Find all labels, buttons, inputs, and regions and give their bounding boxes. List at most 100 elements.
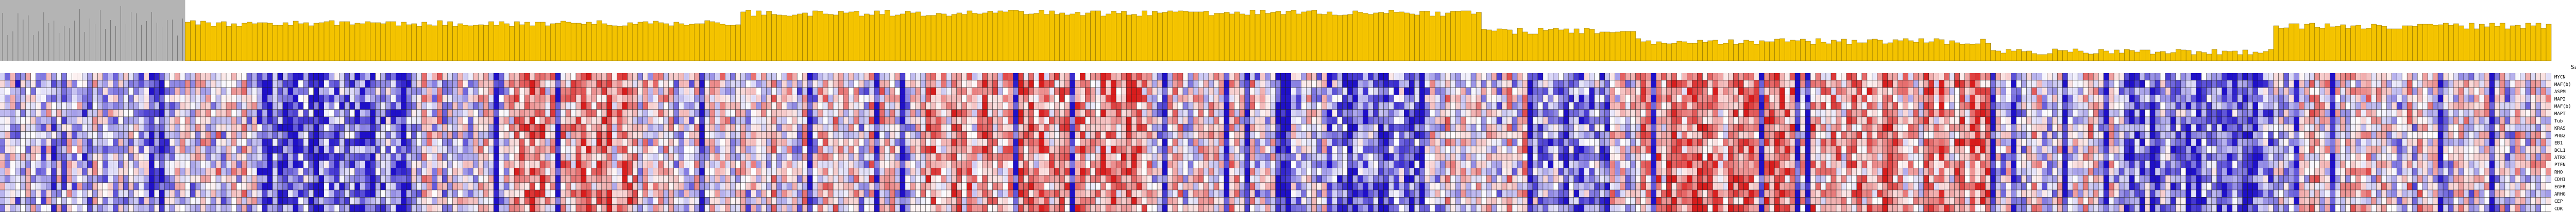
heatmap-cell (2073, 102, 2078, 110)
heatmap-cell (1049, 95, 1055, 102)
heatmap-cell (1054, 102, 1060, 110)
dendrogram-leaf (2299, 28, 2305, 61)
heatmap-cell (2273, 124, 2279, 132)
heatmap-cell (1604, 131, 1610, 139)
heatmap-cell (1528, 131, 1533, 139)
heatmap-cell (216, 110, 221, 117)
heatmap-cell (597, 124, 602, 132)
dendrogram-leaf (1975, 43, 1981, 61)
heatmap-cell (2026, 131, 2032, 139)
heatmap-cell (128, 73, 133, 80)
heatmap-cell (2376, 73, 2381, 80)
heatmap-cell (751, 87, 756, 95)
heatmap-cell (1116, 73, 1121, 80)
dendrogram-leaf (1342, 14, 1348, 61)
heatmap-cell (776, 110, 782, 117)
heatmap-cell (97, 87, 103, 95)
heatmap-cell (2263, 73, 2268, 80)
heatmap-cell (267, 87, 273, 95)
heatmap-cell (1070, 80, 1075, 87)
heatmap-cell (1502, 102, 1507, 110)
heatmap-cell (545, 95, 550, 102)
heatmap-cell (1440, 131, 1445, 139)
heatmap-cell (267, 80, 273, 87)
heatmap-cell (1769, 110, 1774, 117)
heatmap-cell (2283, 124, 2289, 132)
heatmap-cell (278, 110, 283, 117)
heatmap-cell (1085, 80, 1090, 87)
heatmap-cell (293, 117, 298, 124)
heatmap-cell (1713, 124, 1718, 132)
heatmap-cell (236, 95, 242, 102)
heatmap-cell (642, 124, 648, 132)
heatmap-cell (2258, 102, 2263, 110)
heatmap-cell (2283, 80, 2289, 87)
heatmap-cell (314, 102, 319, 110)
heatmap-cell (1816, 80, 1821, 87)
heatmap-cell (1877, 131, 1883, 139)
heatmap-cell (499, 73, 504, 80)
heatmap-cell (2088, 73, 2093, 80)
heatmap-cell (66, 110, 72, 117)
heatmap-cell (2536, 87, 2541, 95)
heatmap-cell (597, 95, 602, 102)
heatmap-cell (1183, 73, 1188, 80)
heatmap-cell (2386, 102, 2392, 110)
heatmap-cell (30, 87, 36, 95)
heatmap-cell (51, 110, 57, 117)
heatmap-cell (2021, 102, 2027, 110)
heatmap-cell (1137, 131, 1142, 139)
heatmap-cell (1584, 117, 1589, 124)
heatmap-cell (2325, 95, 2330, 102)
heatmap-cell (1316, 95, 1322, 102)
heatmap-cell (776, 95, 782, 102)
heatmap-cell (1595, 87, 1600, 95)
heatmap-cell (2150, 131, 2155, 139)
heatmap-cell (2433, 87, 2438, 95)
heatmap-cell (257, 124, 262, 132)
heatmap-cell (2309, 124, 2315, 132)
heatmap-cell (421, 124, 427, 132)
heatmap-cell (1543, 95, 1548, 102)
heatmap-cell (987, 124, 993, 132)
dendrogram-leaf (2006, 49, 2011, 61)
heatmap-cell (1044, 131, 1049, 139)
heatmap-cell (530, 95, 535, 102)
heatmap-cell (905, 110, 910, 117)
heatmap-cell (2294, 73, 2299, 80)
heatmap-cell (1738, 87, 1743, 95)
heatmap-cell (1342, 95, 1348, 102)
heatmap-cell (1327, 73, 1332, 80)
heatmap-cell (699, 117, 705, 124)
heatmap-cell (2196, 131, 2201, 139)
heatmap-cell (1990, 117, 1996, 124)
heatmap-cell (2433, 110, 2438, 117)
heatmap-cell (1461, 73, 1466, 80)
dendrogram-leaf (380, 23, 386, 61)
heatmap-cell (1959, 102, 1965, 110)
dendrogram-leaf (349, 24, 355, 61)
heatmap-cell (1435, 80, 1440, 87)
heatmap-cell (673, 87, 679, 95)
heatmap-cell (1867, 95, 1872, 102)
heatmap-cell (1070, 131, 1075, 139)
dendrogram-leaf (246, 22, 252, 61)
dendrogram-leaf (2459, 25, 2464, 61)
heatmap-cell (2314, 95, 2320, 102)
heatmap-cell (766, 73, 771, 80)
heatmap-cell (1928, 131, 1934, 139)
heatmap-cell (2304, 80, 2310, 87)
heatmap-cell (1121, 95, 1126, 102)
dendrogram-leaf (2145, 49, 2150, 61)
heatmap-cell (1718, 73, 1723, 80)
dendrogram-leaf (1388, 10, 1394, 61)
heatmap-cell (1975, 131, 1980, 139)
heatmap-cell (329, 117, 334, 124)
heatmap-cell (2073, 117, 2078, 124)
heatmap-cell (1522, 102, 1528, 110)
heatmap-cell (2546, 131, 2551, 139)
heatmap-cell (1430, 95, 1435, 102)
heatmap-cell (354, 117, 360, 124)
heatmap-cell (1337, 131, 1343, 139)
dendrogram-leaf (2140, 49, 2145, 61)
